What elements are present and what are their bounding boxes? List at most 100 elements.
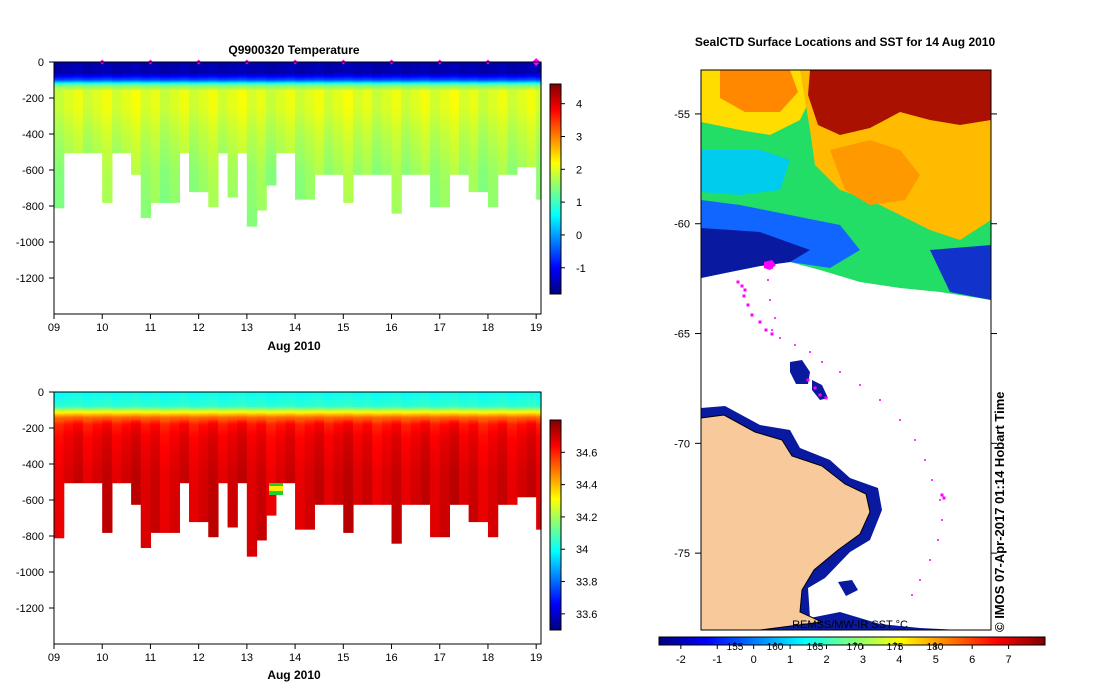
profile-cell — [189, 87, 200, 90]
profile-cell — [449, 73, 460, 76]
profile-cell — [160, 62, 171, 64]
profile-cell — [381, 96, 393, 99]
profile-cell — [150, 109, 161, 112]
profile-cell — [121, 139, 132, 142]
profile-cell — [237, 69, 248, 72]
profile-cell — [391, 171, 402, 173]
profile-cell — [343, 144, 354, 146]
profile-cell — [333, 160, 344, 162]
profile-cell — [150, 187, 161, 189]
profile-cell — [324, 76, 335, 78]
profile-cell — [198, 74, 209, 77]
profile-cell — [478, 139, 489, 142]
profile-cell — [92, 85, 103, 88]
profile-cell — [362, 165, 373, 168]
profile-cell — [381, 137, 393, 140]
profile-cell — [381, 165, 393, 168]
profile-cell — [410, 106, 422, 108]
profile-cell — [285, 148, 296, 150]
profile-cell — [121, 103, 132, 105]
profile-cell — [150, 158, 161, 160]
profile-cell — [140, 144, 152, 146]
profile-cell — [217, 74, 229, 77]
profile-cell — [54, 123, 65, 126]
profile-cell — [246, 83, 258, 86]
profile-cell — [150, 172, 161, 174]
profile-cell — [246, 177, 258, 180]
profile-cell — [208, 114, 219, 117]
profile-cell — [102, 99, 113, 102]
profile-cell — [256, 122, 267, 125]
profile-cell — [198, 184, 209, 186]
profile-cell — [266, 63, 277, 65]
profile-cell — [275, 83, 287, 86]
profile-cell — [111, 96, 123, 99]
profile-cell — [372, 109, 383, 112]
profile-cell — [237, 74, 248, 77]
profile-cell — [237, 111, 248, 114]
profile-cell — [102, 177, 113, 180]
profile-cell — [73, 117, 84, 119]
profile-cell — [73, 90, 84, 92]
profile-cell — [256, 108, 267, 111]
profile-cell — [343, 194, 354, 197]
profile-cell — [459, 173, 470, 175]
profile-cell — [381, 118, 393, 120]
profile-cell — [333, 95, 344, 98]
profile-cell — [362, 135, 373, 138]
profile-cell — [256, 163, 267, 166]
profile-cell — [430, 64, 441, 66]
profile-cell — [246, 178, 258, 181]
profile-cell — [189, 174, 200, 176]
profile-cell — [343, 63, 354, 65]
profile-cell — [131, 134, 142, 136]
profile-cell — [468, 170, 479, 172]
profile-cell — [381, 120, 393, 122]
profile-cell — [401, 126, 412, 129]
profile-cell — [352, 77, 364, 79]
profile-cell — [256, 65, 267, 67]
profile-cell — [63, 112, 74, 115]
profile-cell — [459, 91, 470, 93]
profile-cell — [189, 152, 200, 155]
profile-cell — [430, 184, 441, 186]
profile-cell — [189, 64, 200, 66]
profile-cell — [410, 133, 422, 135]
profile-cell — [401, 143, 412, 145]
profile-cell — [478, 108, 489, 111]
profile-cell — [150, 76, 161, 78]
profile-cell — [169, 73, 180, 76]
profile-cell — [131, 144, 142, 146]
profile-cell — [237, 116, 248, 118]
profile-cell — [131, 109, 142, 112]
profile-cell — [160, 147, 171, 149]
profile-cell — [449, 63, 460, 65]
profile-cell — [266, 123, 277, 126]
profile-cell — [410, 146, 422, 148]
profile-cell — [410, 108, 422, 111]
profile-cell — [304, 78, 315, 80]
profile-cell — [198, 94, 209, 96]
profile-cell — [217, 138, 229, 141]
profile-cell — [208, 203, 219, 206]
profile-cell — [352, 87, 364, 90]
profile-cell — [131, 148, 142, 150]
profile-cell — [266, 104, 277, 106]
profile-cell — [208, 197, 219, 199]
profile-cell — [439, 111, 450, 114]
profile-cell — [362, 90, 373, 92]
profile-cell — [439, 104, 450, 106]
profile-cell — [54, 184, 65, 186]
profile-cell — [54, 148, 65, 150]
profile-cell — [410, 162, 422, 165]
profile-cell — [73, 65, 84, 67]
profile-cell — [314, 162, 325, 165]
profile-cell — [169, 121, 180, 123]
profile-cell — [324, 72, 335, 75]
profile-cell — [372, 77, 383, 79]
profile-cell — [304, 81, 315, 84]
profile-cell — [73, 149, 84, 152]
profile-cell — [372, 62, 383, 64]
profile-cell — [391, 66, 402, 68]
profile-cell — [410, 119, 422, 121]
